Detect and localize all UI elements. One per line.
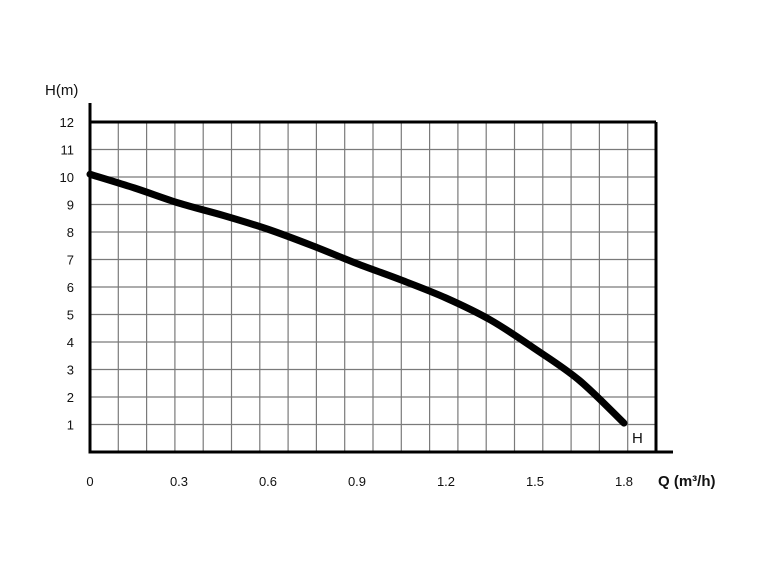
x-tick-label: 0 [86,474,93,489]
grid [90,121,656,452]
series-label: H [632,430,643,447]
y-tick-label: 7 [67,253,74,268]
y-tick-label: 3 [67,363,74,378]
y-tick-label: 8 [67,225,74,240]
x-tick-labels: 0 0.3 0.6 0.9 1.2 1.5 1.8 [86,474,633,489]
y-axis-title: H(m) [45,82,78,99]
y-tick-label: 9 [67,198,74,213]
y-tick-label: 10 [60,170,74,185]
x-axis-title-unit: (m³/h) [674,473,716,490]
x-axis-title: Q (m³/h) [658,473,716,490]
y-tick-label: 5 [67,308,74,323]
y-tick-label: 11 [61,143,75,158]
y-tick-label: 6 [67,280,74,295]
x-tick-label: 0.3 [170,474,188,489]
x-axis-title-main: Q [658,473,670,490]
x-tick-label: 1.2 [437,474,455,489]
y-tick-label: 2 [67,390,74,405]
y-tick-label: 12 [60,115,74,130]
y-tick-label: 1 [67,418,74,433]
x-tick-label: 0.6 [259,474,277,489]
series-layer: H [86,170,643,447]
x-tick-label: 0.9 [348,474,366,489]
x-tick-label: 1.8 [615,474,633,489]
series-line-h [86,170,628,427]
plot-frame [88,103,673,454]
y-tick-label: 4 [67,335,74,350]
x-tick-label: 1.5 [526,474,544,489]
